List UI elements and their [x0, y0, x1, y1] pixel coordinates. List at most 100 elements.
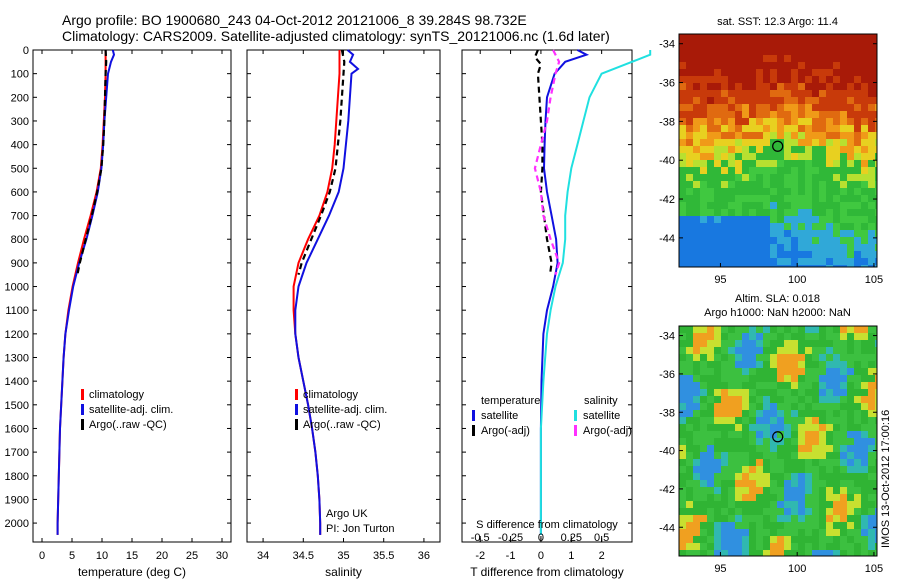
map-cell: [875, 529, 877, 536]
map-cell: [798, 543, 805, 550]
map-cell: [875, 48, 877, 55]
map-cell: [798, 251, 805, 258]
map-cell: [770, 445, 777, 452]
map-cell: [749, 368, 756, 375]
map-cell: [742, 195, 749, 202]
map-cell: [833, 403, 840, 410]
map-cell: [875, 438, 877, 445]
map-cell: [749, 347, 756, 354]
map-cell: [679, 361, 686, 368]
map-cell: [700, 202, 707, 209]
map-cell: [700, 55, 707, 62]
map-cell: [728, 146, 735, 153]
map-cell: [791, 118, 798, 125]
map-cell: [770, 251, 777, 258]
map-cell: [854, 417, 861, 424]
map-cell: [875, 389, 877, 396]
map-cell: [693, 146, 700, 153]
map-cell: [742, 160, 749, 167]
map-cell: [833, 62, 840, 69]
map-cell: [854, 347, 861, 354]
map-cell: [679, 83, 686, 90]
map-cell: [826, 111, 833, 118]
map-cell: [833, 188, 840, 195]
map-cell: [812, 382, 819, 389]
map-cell: [805, 508, 812, 515]
map-cell: [868, 347, 875, 354]
map-cell: [798, 132, 805, 139]
map-cell: [840, 347, 847, 354]
map-cell: [756, 529, 763, 536]
map-cell: [826, 258, 833, 265]
map-cell: [707, 501, 714, 508]
map-cell: [742, 417, 749, 424]
map-cell: [854, 118, 861, 125]
map-cell: [707, 104, 714, 111]
map-cell: [700, 69, 707, 76]
map-cell: [791, 438, 798, 445]
map-cell: [798, 76, 805, 83]
map-cell: [700, 494, 707, 501]
map-cell: [679, 347, 686, 354]
map-cell: [756, 494, 763, 501]
map-cell: [756, 97, 763, 104]
map-cell: [679, 417, 686, 424]
map-cell: [763, 132, 770, 139]
map-cell: [742, 431, 749, 438]
map-cell: [756, 459, 763, 466]
map-cell: [875, 375, 877, 382]
map-cell: [784, 466, 791, 473]
map-cell: [868, 536, 875, 543]
map-cell: [875, 550, 877, 556]
map-cell: [742, 251, 749, 258]
map-cell: [756, 174, 763, 181]
map-cell: [770, 452, 777, 459]
map-cell: [707, 494, 714, 501]
map-cell: [735, 230, 742, 237]
map-cell: [784, 494, 791, 501]
map-cell: [826, 494, 833, 501]
map-cell: [805, 487, 812, 494]
map-cell: [770, 104, 777, 111]
map-cell: [735, 550, 742, 556]
map-cell: [700, 97, 707, 104]
map-cell: [693, 48, 700, 55]
map-cell: [721, 146, 728, 153]
map-cell: [784, 445, 791, 452]
map-cell: [707, 125, 714, 132]
map-cell: [861, 188, 868, 195]
map-cell: [840, 417, 847, 424]
map-cell: [763, 104, 770, 111]
map-cell: [805, 34, 812, 41]
map-cell: [707, 258, 714, 265]
map-cell: [735, 90, 742, 97]
map-cell: [700, 326, 707, 333]
map-cell: [763, 536, 770, 543]
map-cell: [721, 125, 728, 132]
map-cell: [728, 445, 735, 452]
map-cell: [756, 146, 763, 153]
map-cell: [756, 431, 763, 438]
map-cell: [868, 188, 875, 195]
map-cell: [700, 118, 707, 125]
map-cell: [868, 494, 875, 501]
map-cell: [679, 396, 686, 403]
map-cell: [840, 445, 847, 452]
y-tick-label: -42: [659, 484, 675, 496]
map-cell: [679, 265, 686, 267]
map-cell: [735, 508, 742, 515]
legend-swatch: [81, 404, 84, 415]
map-cell: [833, 48, 840, 55]
map-cell: [854, 167, 861, 174]
map-cell: [819, 90, 826, 97]
y-tick-label: 2000: [5, 518, 29, 530]
map-cell: [833, 174, 840, 181]
map-cell: [728, 382, 735, 389]
map-cell: [840, 536, 847, 543]
map-cell: [861, 244, 868, 251]
map-cell: [679, 216, 686, 223]
legend-label: satellite-adj. clim.: [89, 404, 173, 416]
map-cell: [770, 347, 777, 354]
map-cell: [756, 76, 763, 83]
map-cell: [819, 382, 826, 389]
